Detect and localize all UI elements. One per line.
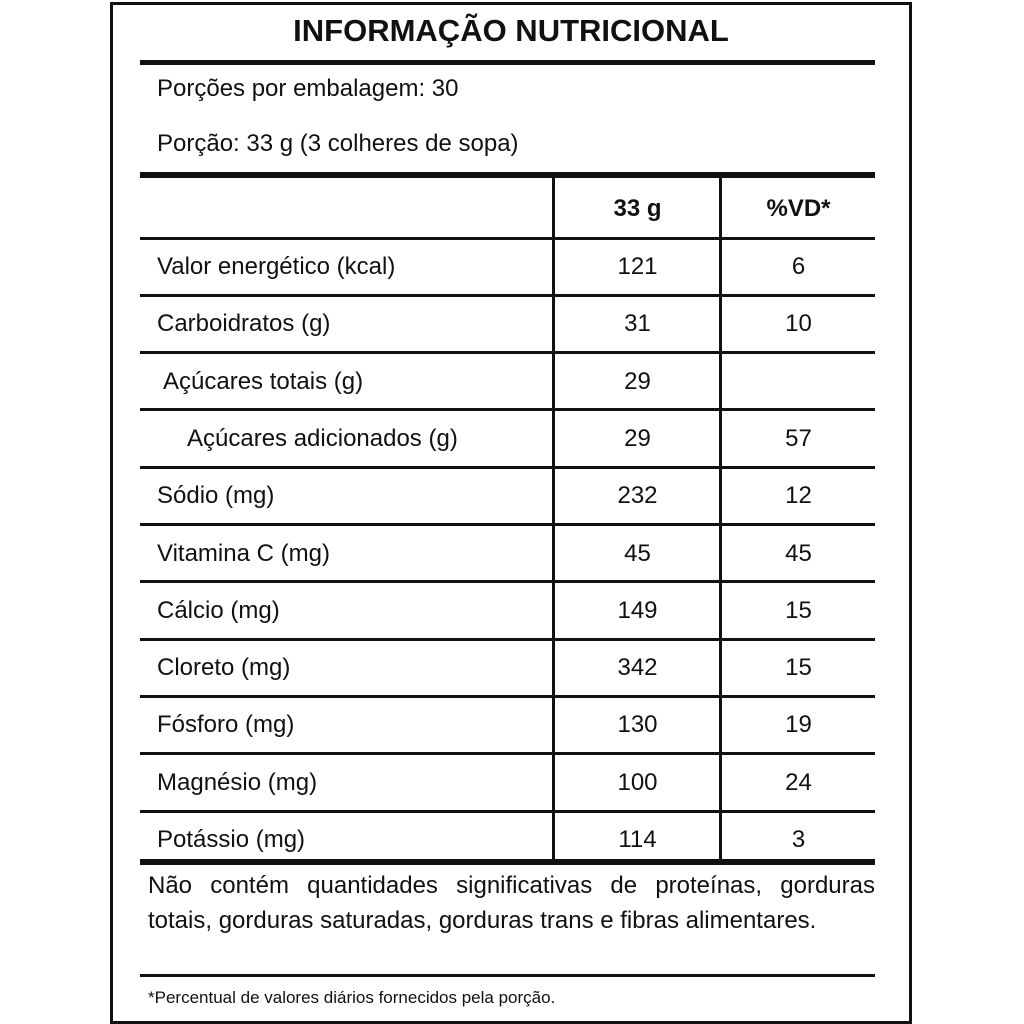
nutrient: Valor energético (kcal) (157, 253, 396, 280)
nutrient: Vitamina C (mg) (157, 539, 330, 567)
row-divider (140, 752, 875, 756)
row-divider (140, 637, 875, 641)
daily-value: 6 (791, 253, 806, 280)
nutrient: Cloreto (mg) (157, 654, 291, 682)
row-divider (140, 523, 875, 526)
column-divider (552, 178, 555, 862)
daily-value: 24 (785, 768, 812, 796)
daily-value: 3 (791, 826, 806, 853)
amount: 100 (617, 768, 658, 796)
divider (140, 60, 875, 65)
title: INFORMAÇÃO NUTRICIONAL (293, 13, 729, 48)
nutrient: Açúcares adicionados (g) (187, 424, 458, 452)
divider (140, 172, 875, 178)
row-divider (140, 465, 875, 469)
servings-per-package: Porções por embalagem: 30 (157, 75, 459, 102)
amount: 130 (617, 711, 658, 739)
portion: Porção: 33 g (3 colheres de sopa) (157, 130, 519, 157)
amount: 121 (617, 253, 658, 280)
row-divider (140, 580, 875, 584)
nutrient: Sódio (mg) (157, 482, 275, 510)
amount: 232 (617, 482, 658, 510)
column-divider (719, 178, 722, 862)
amount: 45 (624, 539, 651, 567)
row-divider (140, 408, 875, 412)
nutrient: Fósforo (mg) (157, 711, 295, 739)
row-divider (140, 236, 875, 240)
amount: 114 (618, 826, 657, 853)
daily-value: 15 (785, 596, 812, 624)
nutrient: Potássio (mg) (157, 826, 306, 853)
daily-value: 45 (785, 539, 812, 567)
daily-value: 10 (785, 310, 812, 338)
amount: 342 (617, 654, 658, 682)
amount: 149 (617, 596, 658, 624)
amount: 29 (624, 424, 651, 452)
nutrient: Carboidratos (g) (157, 310, 331, 338)
nutrient: Açúcares totais (g) (163, 367, 364, 395)
column-header: %VD* (766, 195, 831, 222)
note: Não contém quantidades significativas de… (148, 872, 875, 934)
daily-value: 19 (785, 711, 812, 739)
amount: 29 (624, 367, 651, 395)
daily-value: 12 (785, 482, 812, 510)
divider (140, 974, 875, 977)
footnote: *Percentual de valores diários fornecido… (148, 988, 556, 1007)
nutrient: Magnésio (mg) (157, 768, 318, 796)
nutrient: Cálcio (mg) (157, 596, 280, 624)
row-divider (140, 293, 875, 297)
daily-value: 15 (785, 654, 812, 682)
amount: 31 (624, 310, 651, 338)
row-divider (140, 351, 875, 355)
daily-value: 57 (785, 424, 812, 452)
column-header: 33 g (613, 195, 662, 222)
row-divider (140, 809, 875, 813)
divider (140, 859, 875, 865)
border (110, 2, 912, 1024)
row-divider (140, 694, 875, 698)
